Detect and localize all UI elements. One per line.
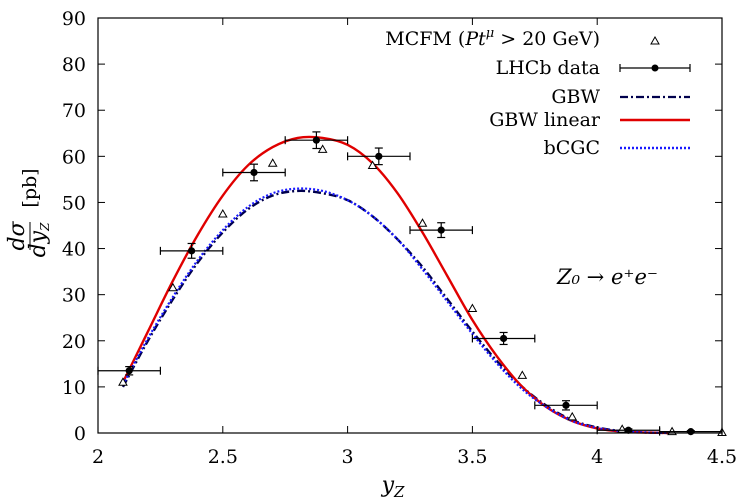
lhcb-point (188, 247, 196, 255)
y-tick-label: 50 (62, 192, 86, 214)
mcfm-point (367, 160, 378, 170)
x-tick-label: 4 (591, 446, 603, 468)
y-tick-label: 80 (62, 54, 86, 76)
legend-label-lhcb: LHCb data (496, 57, 600, 79)
lhcb-point (437, 226, 445, 234)
y-tick-label: 90 (62, 8, 86, 30)
y-tick-label: 60 (62, 146, 86, 168)
lhcb-point (375, 152, 383, 160)
lhcb-point (624, 426, 633, 434)
legend-label-gbw-linear: GBW linear (489, 109, 601, 131)
mcfm-point (517, 370, 528, 379)
y-label-unit: [pb] (19, 168, 41, 207)
series-line-dotted (121, 187, 673, 435)
y-label-denominator: dyZ (26, 222, 52, 258)
y-tick-label: 10 (62, 377, 86, 399)
curves-layer (121, 135, 673, 435)
lhcb-point (687, 428, 695, 436)
y-axis-label: dσ dyZ [pb] (5, 168, 52, 257)
y-tick-label: 20 (62, 331, 86, 353)
legend-marker-lhcb (651, 64, 659, 72)
x-tick-label: 4.5 (707, 446, 737, 468)
lhcb-point (312, 136, 320, 144)
mcfm-point (317, 144, 328, 153)
legend: MCFM (Ptμ > 20 GeV) LHCb data GBW GBW li… (385, 26, 691, 159)
lhcb-point (500, 334, 508, 343)
legend-label-gbw: GBW (551, 86, 600, 108)
mcfm-point (467, 303, 478, 312)
y-label-numerator: dσ (5, 220, 30, 250)
mcfm-point (217, 208, 228, 218)
legend-label-bcgc: bCGC (544, 137, 600, 159)
x-tick-label: 3.5 (457, 446, 487, 468)
legend-label-mcfm: MCFM (Ptμ > 20 GeV) (385, 26, 600, 50)
lhcb-point (562, 401, 570, 409)
mcfm-point (118, 377, 128, 386)
x-tick-label: 2.5 (208, 446, 238, 468)
axis-ticks: 2 2.5 3 3.5 4 4.5 0 10 20 30 40 50 60 70 80 90 (62, 8, 737, 468)
x-axis-label: yZ (381, 473, 405, 500)
x-tick-label: 3 (342, 446, 354, 468)
mcfm-point (168, 282, 178, 292)
y-tick-label: 40 (62, 239, 86, 261)
lhcb-point (250, 168, 258, 177)
y-tick-label: 0 (74, 423, 86, 445)
series-line-solid (121, 135, 673, 435)
mcfm-point (267, 158, 278, 167)
y-tick-label: 70 (62, 100, 86, 122)
process-annotation: Z₀ → e⁺e⁻ (556, 265, 658, 289)
lhcb-point (125, 367, 133, 375)
mcfm-point (417, 218, 428, 227)
x-tick-label: 2 (92, 446, 104, 468)
plot-frame (97, 17, 723, 434)
series-line-dash-dot (121, 189, 673, 435)
y-tick-label: 30 (62, 285, 86, 307)
legend-marker-mcfm (650, 35, 660, 45)
mcfm-point (567, 411, 578, 421)
